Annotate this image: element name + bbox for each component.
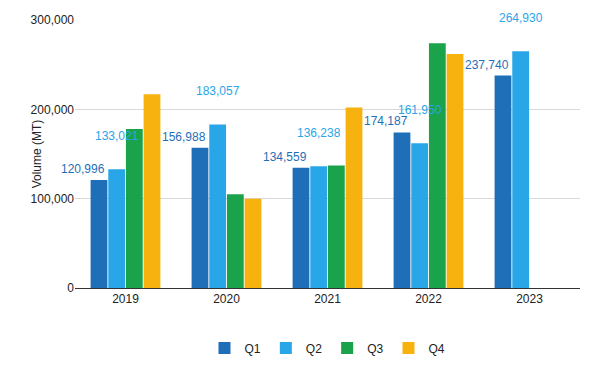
svg-text:174,187: 174,187 <box>364 114 408 128</box>
svg-text:Q3: Q3 <box>367 342 383 356</box>
svg-text:Q1: Q1 <box>245 342 261 356</box>
svg-text:2019: 2019 <box>112 292 139 306</box>
svg-text:161,950: 161,950 <box>398 103 442 117</box>
svg-text:100,000: 100,000 <box>31 192 75 206</box>
svg-text:2020: 2020 <box>213 292 240 306</box>
svg-text:Q2: Q2 <box>306 342 322 356</box>
svg-text:156,988: 156,988 <box>162 130 206 144</box>
svg-text:Volume (MT): Volume (MT) <box>30 120 44 189</box>
svg-text:183,057: 183,057 <box>196 84 240 98</box>
svg-text:2022: 2022 <box>415 292 442 306</box>
svg-text:2023: 2023 <box>516 292 543 306</box>
svg-text:0: 0 <box>67 281 74 295</box>
svg-text:136,238: 136,238 <box>297 126 341 140</box>
svg-text:300,000: 300,000 <box>31 13 75 27</box>
svg-text:Q4: Q4 <box>429 342 445 356</box>
svg-text:2021: 2021 <box>314 292 341 306</box>
svg-text:237,740: 237,740 <box>465 58 509 72</box>
svg-text:134,559: 134,559 <box>263 150 307 164</box>
svg-text:120,996: 120,996 <box>61 162 105 176</box>
svg-text:264,930: 264,930 <box>499 11 543 25</box>
svg-text:133,021: 133,021 <box>95 129 139 143</box>
svg-text:200,000: 200,000 <box>31 103 75 117</box>
